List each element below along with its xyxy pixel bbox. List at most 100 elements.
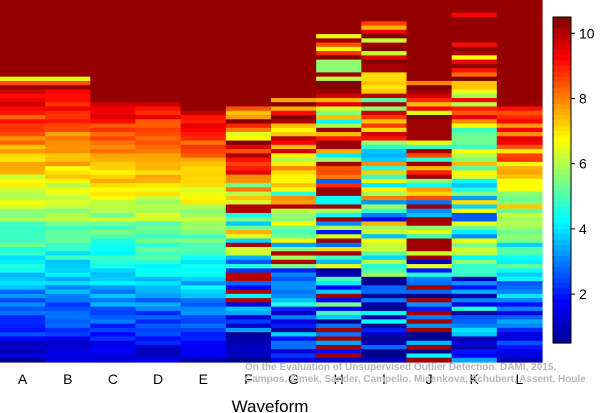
heatmap-cell-E-14 [180,59,227,65]
heatmap-cell-F-9 [225,38,272,44]
heatmap-cell-D-16 [135,68,182,73]
heatmap-cell-B-47 [45,200,91,206]
heatmap-cell-C-5 [90,21,137,27]
heatmap-cell-L-8 [496,34,543,39]
heatmap-cell-I-37 [361,157,408,163]
heatmap-cell-I-82 [361,349,408,355]
heatmap-cell-E-75 [180,319,227,325]
colorbar-segment [553,158,571,165]
heatmap-cell-D-20 [135,85,182,91]
heatmap-cell-L-60 [496,255,543,261]
heatmap-cell-A-12 [0,51,46,56]
heatmap-cell-K-84 [451,357,498,363]
heatmap-cell-B-77 [45,327,91,333]
heatmap-cell-I-69 [361,293,408,299]
heatmap-cell-I-68 [361,289,408,295]
heatmap-cell-E-54 [180,229,227,235]
heatmap-cell-K-35 [451,149,498,154]
heatmap-cell-K-6 [451,25,498,31]
heatmap-cell-L-71 [496,302,543,308]
heatmap-cell-A-68 [0,289,46,295]
heatmap-cell-A-58 [0,247,46,252]
heatmap-cell-A-32 [0,136,46,142]
heatmap-cell-D-18 [135,76,182,82]
heatmap-cell-H-46 [316,195,362,201]
heatmap-cell-F-35 [225,149,272,154]
heatmap-cell-H-63 [316,268,362,274]
heatmap-cell-F-84 [225,357,272,363]
heatmap-cell-L-41 [496,174,543,180]
colorbar-segment [553,98,571,105]
heatmap-cell-H-22 [316,93,362,99]
heatmap-cell-H-42 [316,178,362,184]
heatmap-cell-G-7 [271,29,317,35]
heatmap-cell-K-55 [451,234,498,240]
heatmap-cell-L-33 [496,140,543,146]
heatmap-cell-G-13 [271,55,317,61]
heatmap-cell-B-83 [45,353,91,359]
heatmap-cell-B-0 [45,0,91,5]
heatmap-cell-G-4 [271,17,317,22]
heatmap-cell-C-66 [90,281,137,286]
heatmap-cell-L-20 [496,85,543,91]
heatmap-cell-D-31 [135,132,182,137]
heatmap-cell-G-21 [271,89,317,95]
colorbar-segment [553,218,571,225]
heatmap-cell-H-41 [316,174,362,180]
heatmap-cell-G-25 [271,106,317,112]
heatmap-cell-K-22 [451,93,498,99]
heatmap-cell-I-25 [361,106,408,112]
heatmap-cell-A-19 [0,80,46,86]
heatmap-cell-G-61 [271,259,317,265]
heatmap-cell-J-45 [406,191,453,197]
heatmap-cell-C-79 [90,336,137,342]
colorbar-segment [553,196,571,203]
heatmap-cell-D-83 [135,353,182,359]
heatmap-cell-L-50 [496,212,543,218]
heatmap-cell-K-25 [451,106,498,112]
heatmap-cell-A-62 [0,264,46,269]
heatmap-cell-E-61 [180,259,227,265]
heatmap-cell-D-0 [135,0,182,5]
heatmap-cell-I-16 [361,68,408,73]
colorbar-segment [553,125,571,132]
heatmap-cell-J-16 [406,68,453,73]
heatmap-cell-J-81 [406,344,453,350]
heatmap-cell-K-7 [451,29,498,35]
heatmap-cell-I-8 [361,34,408,39]
heatmap-cell-E-30 [180,127,227,133]
heatmap-cell-C-28 [90,119,137,125]
heatmap-cell-I-66 [361,281,408,286]
heatmap-cell-G-63 [271,268,317,274]
heatmap-cell-B-23 [45,97,91,103]
heatmap-cell-H-35 [316,149,362,154]
heatmap-cell-K-28 [451,119,498,125]
heatmap-cell-B-49 [45,208,91,214]
heatmap-cell-I-57 [361,242,408,248]
heatmap-cell-C-68 [90,289,137,295]
heatmap-cell-F-20 [225,85,272,91]
heatmap-cell-B-5 [45,21,91,27]
heatmap-cell-A-17 [0,72,46,78]
heatmap-cell-I-45 [361,191,408,197]
heatmap-cell-H-27 [316,114,362,120]
heatmap-cell-A-22 [0,93,46,99]
heatmap-cell-F-71 [225,302,272,308]
heatmap-cell-K-78 [451,332,498,338]
heatmap-cell-E-57 [180,242,227,248]
heatmap-cell-G-79 [271,336,317,342]
heatmap-cell-L-80 [496,340,543,346]
heatmap-cell-F-0 [225,0,272,5]
heatmap-cell-B-4 [45,17,91,22]
heatmap-cell-J-39 [406,166,453,171]
heatmap-cell-E-83 [180,353,227,359]
heatmap-cell-L-76 [496,323,543,329]
heatmap-cell-B-24 [45,102,91,108]
heatmap-cell-I-2 [361,8,408,14]
heatmap-cell-A-7 [0,29,46,35]
heatmap-cell-G-72 [271,306,317,312]
heatmap-cell-C-82 [90,349,137,355]
heatmap-cell-B-18 [45,76,91,82]
heatmap-cell-G-18 [271,76,317,82]
heatmap-cell-C-11 [90,46,137,52]
